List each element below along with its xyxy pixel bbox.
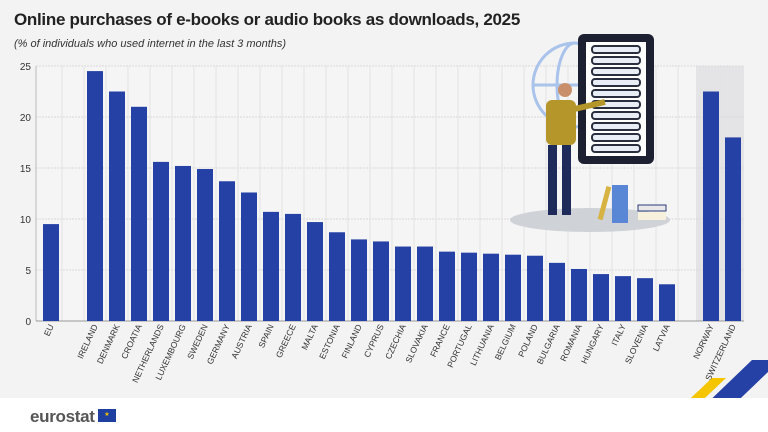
x-tick-label: CROATIA (119, 322, 144, 360)
x-tick-label: AUSTRIA (229, 322, 254, 360)
bar-malta (307, 222, 323, 321)
x-tick-label: CYPRUS (362, 322, 386, 359)
x-tick-label: POLAND (516, 323, 540, 359)
y-tick-label: 25 (20, 62, 32, 73)
bar-slovenia (637, 278, 653, 321)
bar-netherlands (153, 161, 169, 321)
eu-flag-icon: ★ (98, 409, 116, 422)
bar-ireland (87, 71, 103, 321)
x-tick-label: SLOVAKIA (403, 322, 430, 364)
x-tick-label: CZECHIA (383, 322, 408, 360)
bar-czechia (395, 246, 411, 321)
reader-illustration (510, 34, 670, 232)
bar-denmark (109, 91, 125, 321)
y-tick-label: 15 (20, 164, 32, 175)
bar-sweden (197, 169, 213, 321)
bar-finland (351, 239, 367, 321)
bar-greece (285, 213, 301, 321)
chart-title: Online purchases of e-books or audio boo… (14, 10, 520, 29)
x-tick-label: EU (42, 323, 56, 338)
x-tick-label: BELGIUM (493, 323, 518, 362)
brand-stripes (688, 360, 768, 400)
bar-latvia (659, 284, 675, 321)
eurostat-logo: eurostat (30, 407, 95, 426)
bar-norway (703, 91, 719, 321)
bar-luxembourg (175, 165, 191, 321)
chart-subtitle: (% of individuals who used internet in t… (14, 38, 287, 50)
y-tick-label: 10 (20, 215, 32, 226)
x-tick-label: MALTA (299, 322, 320, 351)
footer (0, 398, 768, 432)
bar-switzerland (725, 137, 741, 321)
y-tick-label: 0 (25, 317, 31, 328)
bar-austria (241, 192, 257, 321)
bar-portugal (461, 252, 477, 321)
bar-italy (615, 276, 631, 321)
x-tick-label: GREECE (274, 322, 298, 359)
bar-germany (219, 181, 235, 321)
x-tick-label: FINLAND (339, 323, 363, 360)
bar-lithuania (483, 253, 499, 321)
bar-romania (571, 268, 587, 321)
x-tick-label: ITALY (609, 322, 628, 347)
x-tick-label: SWEDEN (185, 323, 210, 361)
y-tick-label: 20 (20, 113, 32, 124)
x-tick-label: FRANCE (428, 322, 452, 358)
bar-eu (43, 224, 59, 321)
bar-belgium (505, 254, 521, 321)
bar-estonia (329, 232, 345, 321)
bar-croatia (131, 106, 147, 321)
bar-bulgaria (549, 262, 565, 321)
y-tick-label: 5 (25, 266, 31, 277)
x-tick-label: IRELAND (75, 323, 100, 361)
x-tick-label: NORWAY (691, 322, 716, 360)
bar-hungary (593, 274, 609, 321)
bar-poland (527, 255, 543, 321)
x-tick-label: LATVIA (651, 322, 672, 352)
x-tick-label: ESTONIA (317, 322, 342, 360)
bar-france (439, 251, 455, 321)
bar-cyprus (373, 241, 389, 321)
bar-slovakia (417, 246, 433, 321)
x-tick-label: SPAIN (256, 323, 276, 350)
bar-spain (263, 211, 279, 321)
